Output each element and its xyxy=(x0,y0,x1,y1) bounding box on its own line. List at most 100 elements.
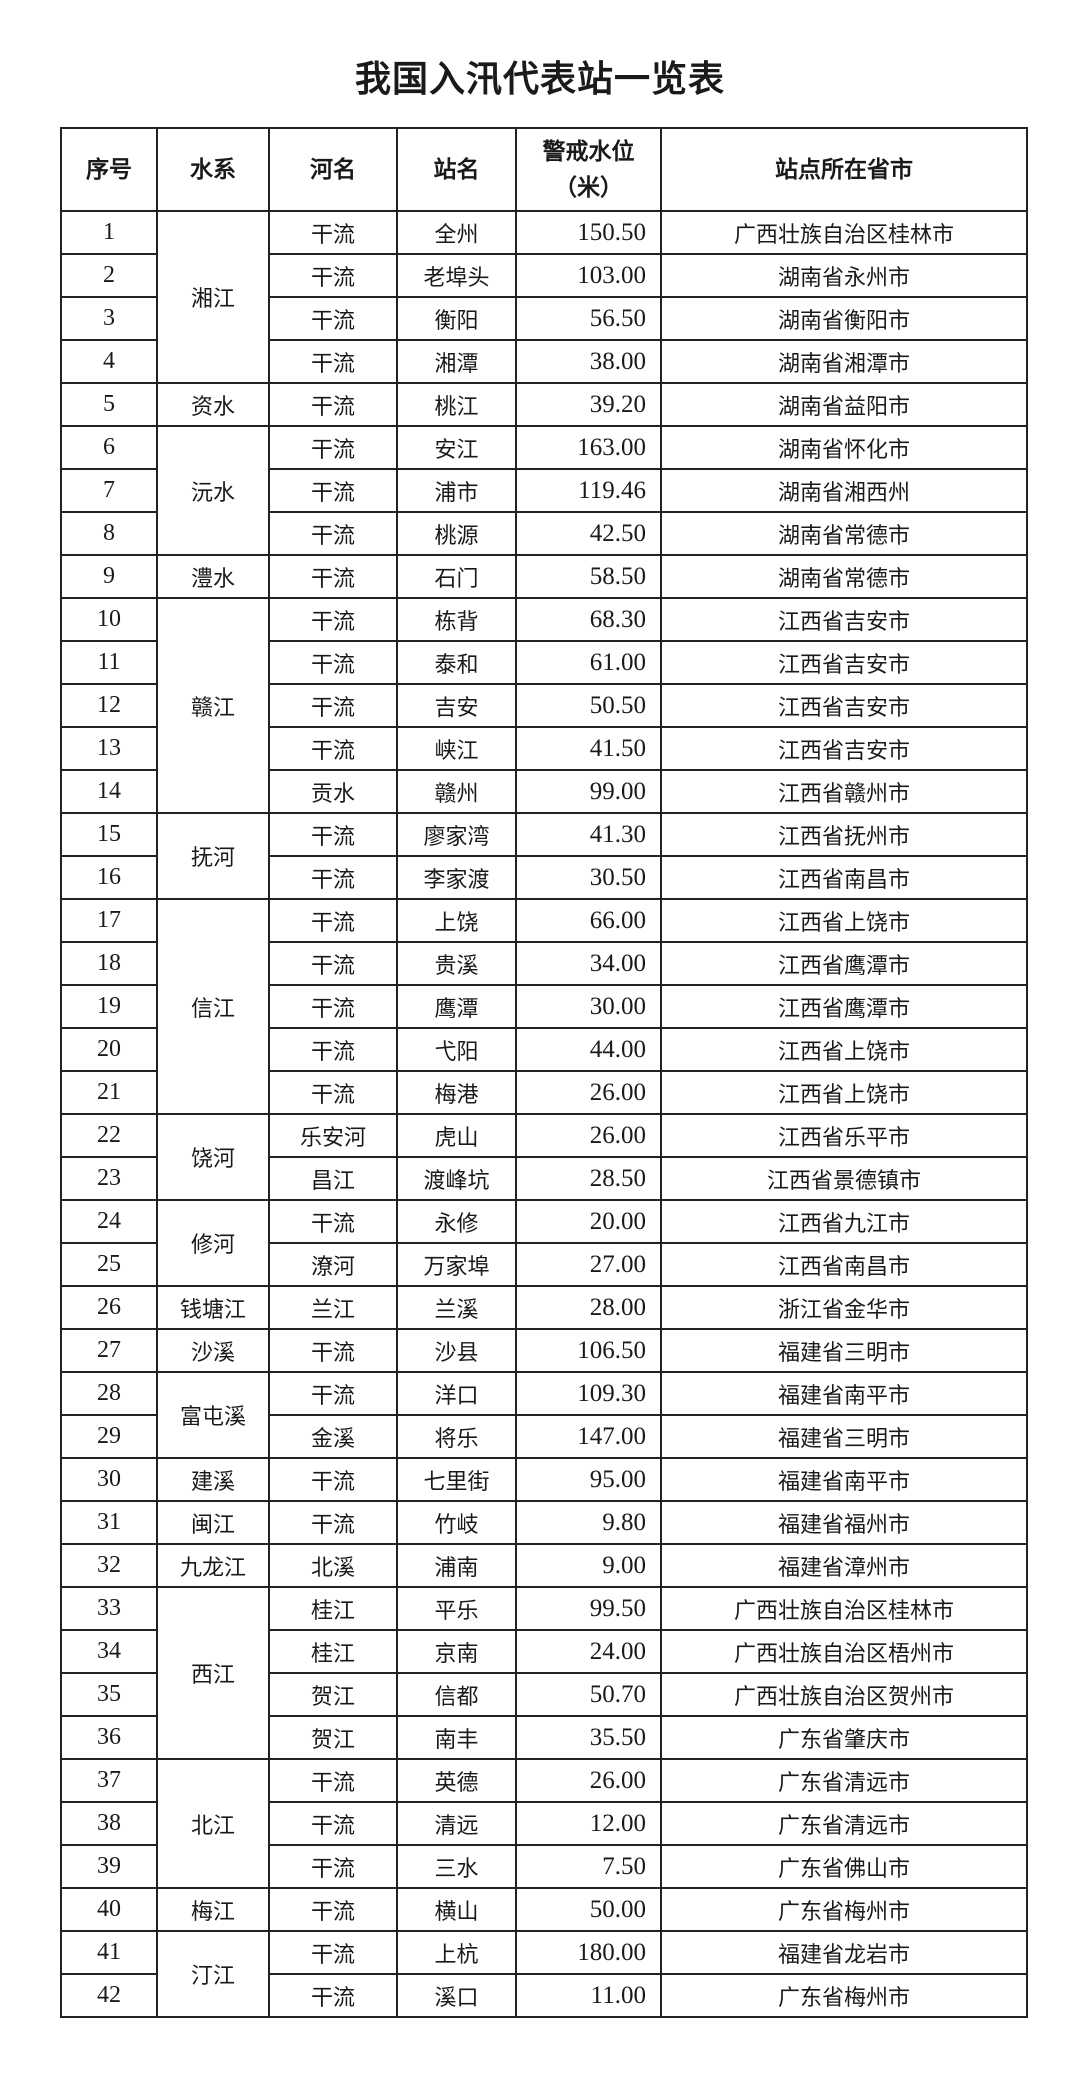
cell-index: 3 xyxy=(60,296,158,341)
cell-index: 10 xyxy=(60,597,158,642)
cell-location: 广西壮族自治区桂林市 xyxy=(660,210,1028,255)
cell-river: 干流 xyxy=(268,1328,398,1373)
cell-river: 干流 xyxy=(268,339,398,384)
cell-index: 17 xyxy=(60,898,158,943)
table-row: 27 沙溪 干流 沙县 106.50 福建省三明市 xyxy=(60,1328,1028,1373)
cell-warning-level: 9.80 xyxy=(515,1500,662,1545)
cell-location: 江西省九江市 xyxy=(660,1199,1028,1244)
table-row: 9 澧水 干流 石门 58.50 湖南省常德市 xyxy=(60,554,1028,599)
cell-station: 英德 xyxy=(396,1758,517,1803)
table-row: 10 赣江 干流 栋背 68.30 江西省吉安市 xyxy=(60,597,1028,814)
table-row: 37 北江 干流 英德 26.00 广东省清远市 xyxy=(60,1758,1028,1889)
cell-warning-level: 7.50 xyxy=(515,1844,662,1889)
cell-river: 干流 xyxy=(268,1371,398,1416)
cell-station: 沙县 xyxy=(396,1328,517,1373)
cell-basin: 信江 xyxy=(156,898,270,1115)
cell-index: 6 xyxy=(60,425,158,470)
cell-station: 南丰 xyxy=(396,1715,517,1760)
table-row: 30 建溪 干流 七里街 95.00 福建省南平市 xyxy=(60,1457,1028,1502)
cell-location: 江西省吉安市 xyxy=(660,640,1028,685)
cell-location: 福建省三明市 xyxy=(660,1414,1028,1459)
header-location: 站点所在省市 xyxy=(660,127,1028,212)
cell-index: 4 xyxy=(60,339,158,384)
cell-station: 万家埠 xyxy=(396,1242,517,1287)
cell-location: 江西省吉安市 xyxy=(660,597,1028,642)
cell-station: 横山 xyxy=(396,1887,517,1932)
table-row: 32 九龙江 北溪 浦南 9.00 福建省漳州市 xyxy=(60,1543,1028,1588)
cell-index: 31 xyxy=(60,1500,158,1545)
cell-basin: 西江 xyxy=(156,1586,270,1760)
cell-river: 干流 xyxy=(268,984,398,1029)
cell-location: 江西省南昌市 xyxy=(660,855,1028,900)
table-row: 17 信江 干流 上饶 66.00 江西省上饶市 xyxy=(60,898,1028,1115)
cell-station: 桃江 xyxy=(396,382,517,427)
cell-location: 湖南省益阳市 xyxy=(660,382,1028,427)
cell-river: 潦河 xyxy=(268,1242,398,1287)
cell-index: 11 xyxy=(60,640,158,685)
cell-location: 广西壮族自治区贺州市 xyxy=(660,1672,1028,1717)
cell-index: 30 xyxy=(60,1457,158,1502)
cell-location: 江西省乐平市 xyxy=(660,1113,1028,1158)
cell-station: 上饶 xyxy=(396,898,517,943)
cell-location: 广东省佛山市 xyxy=(660,1844,1028,1889)
cell-index: 18 xyxy=(60,941,158,986)
cell-index: 32 xyxy=(60,1543,158,1588)
cell-basin: 资水 xyxy=(156,382,270,427)
cell-basin: 钱塘江 xyxy=(156,1285,270,1330)
cell-river: 干流 xyxy=(268,1973,398,2018)
table-row: 42 干流 溪口 11.00 广东省梅州市 xyxy=(60,1973,1028,2018)
cell-index: 5 xyxy=(60,382,158,427)
cell-index: 16 xyxy=(60,855,158,900)
cell-station: 将乐 xyxy=(396,1414,517,1459)
cell-river: 干流 xyxy=(268,210,398,255)
cell-river: 干流 xyxy=(268,1199,398,1244)
table-row: 35 贺江 信都 50.70 广西壮族自治区贺州市 xyxy=(60,1672,1028,1717)
cell-warning-level: 119.46 xyxy=(515,468,662,513)
cell-river: 干流 xyxy=(268,941,398,986)
cell-station: 渡峰坑 xyxy=(396,1156,517,1201)
cell-station: 永修 xyxy=(396,1199,517,1244)
cell-index: 26 xyxy=(60,1285,158,1330)
cell-river: 干流 xyxy=(268,640,398,685)
cell-index: 35 xyxy=(60,1672,158,1717)
cell-warning-level: 95.00 xyxy=(515,1457,662,1502)
cell-location: 广东省清远市 xyxy=(660,1801,1028,1846)
cell-warning-level: 68.30 xyxy=(515,597,662,642)
table-row: 13 干流 峡江 41.50 江西省吉安市 xyxy=(60,726,1028,771)
cell-station: 安江 xyxy=(396,425,517,470)
cell-station: 浦南 xyxy=(396,1543,517,1588)
cell-warning-level: 44.00 xyxy=(515,1027,662,1072)
cell-station: 三水 xyxy=(396,1844,517,1889)
cell-warning-level: 12.00 xyxy=(515,1801,662,1846)
cell-station: 全州 xyxy=(396,210,517,255)
table-row: 1 湘江 干流 全州 150.50 广西壮族自治区桂林市 xyxy=(60,210,1028,384)
cell-warning-level: 27.00 xyxy=(515,1242,662,1287)
cell-river: 干流 xyxy=(268,1457,398,1502)
header-index: 序号 xyxy=(60,127,158,212)
table-row: 29 金溪 将乐 147.00 福建省三明市 xyxy=(60,1414,1028,1459)
cell-index: 22 xyxy=(60,1113,158,1158)
cell-river: 干流 xyxy=(268,1930,398,1975)
cell-location: 江西省抚州市 xyxy=(660,812,1028,857)
cell-station: 竹岐 xyxy=(396,1500,517,1545)
cell-warning-level: 99.50 xyxy=(515,1586,662,1631)
cell-index: 20 xyxy=(60,1027,158,1072)
cell-index: 27 xyxy=(60,1328,158,1373)
cell-warning-level: 24.00 xyxy=(515,1629,662,1674)
cell-index: 12 xyxy=(60,683,158,728)
cell-index: 14 xyxy=(60,769,158,814)
cell-warning-level: 34.00 xyxy=(515,941,662,986)
cell-river: 干流 xyxy=(268,425,398,470)
cell-location: 福建省福州市 xyxy=(660,1500,1028,1545)
cell-warning-level: 103.00 xyxy=(515,253,662,298)
cell-warning-level: 35.50 xyxy=(515,1715,662,1760)
cell-warning-level: 56.50 xyxy=(515,296,662,341)
cell-basin: 汀江 xyxy=(156,1930,270,2018)
cell-location: 浙江省金华市 xyxy=(660,1285,1028,1330)
cell-warning-level: 41.50 xyxy=(515,726,662,771)
table-row: 28 富屯溪 干流 洋口 109.30 福建省南平市 xyxy=(60,1371,1028,1459)
cell-river: 干流 xyxy=(268,1801,398,1846)
table-row: 15 抚河 干流 廖家湾 41.30 江西省抚州市 xyxy=(60,812,1028,900)
cell-index: 23 xyxy=(60,1156,158,1201)
cell-station: 李家渡 xyxy=(396,855,517,900)
